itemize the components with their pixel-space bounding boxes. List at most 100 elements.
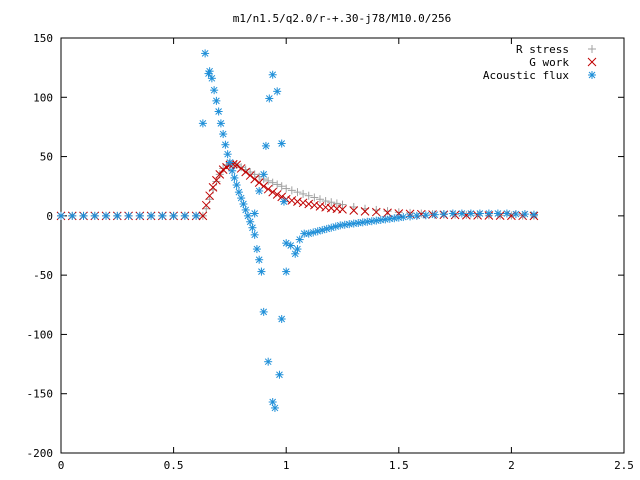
data-point	[273, 180, 282, 189]
y-tick-label: 50	[40, 151, 53, 164]
data-point	[287, 196, 297, 205]
data-point	[315, 202, 325, 211]
data-point	[205, 67, 214, 76]
chart-title: m1/n1.5/q2.0/r-+.30-j78/M10.0/256	[233, 12, 452, 25]
x-tick-label: 0	[58, 459, 65, 472]
x-tick-label: 2	[508, 459, 515, 472]
data-point	[264, 357, 273, 366]
legend-marker	[588, 71, 596, 79]
data-point	[232, 160, 242, 170]
series-acoustic-flux	[57, 49, 538, 412]
data-point	[225, 158, 234, 167]
data-point	[315, 195, 324, 204]
data-point	[255, 255, 264, 264]
data-point	[279, 197, 288, 206]
data-point	[180, 211, 189, 220]
data-point	[246, 217, 255, 226]
legend-label: R stress	[516, 43, 569, 56]
data-point	[338, 204, 347, 214]
legend-label: Acoustic flux	[483, 69, 569, 82]
data-point	[286, 241, 295, 250]
data-point	[295, 235, 304, 244]
data-point	[250, 209, 259, 218]
data-point	[102, 211, 111, 220]
y-tick-label: -50	[33, 269, 53, 282]
data-point	[207, 74, 216, 83]
data-point	[259, 307, 268, 316]
data-point	[421, 211, 430, 220]
y-tick-label: -150	[27, 388, 54, 401]
data-point	[338, 200, 347, 209]
data-point	[223, 150, 232, 159]
x-tick-label: 0.5	[164, 459, 184, 472]
axis-ticks: 0 0.5 1 1.5 2 2.5 -200 -150 -100 -50 0 50 100 150	[27, 32, 634, 472]
data-point	[272, 190, 282, 199]
data-point	[270, 403, 279, 412]
data-point	[228, 166, 237, 175]
data-point	[273, 87, 282, 96]
data-point	[277, 315, 286, 324]
data-point	[349, 202, 358, 211]
data-point	[232, 181, 241, 190]
data-point	[462, 210, 471, 220]
legend-marker	[588, 45, 596, 53]
data-point	[502, 209, 511, 218]
data-point	[349, 219, 358, 228]
data-point	[202, 204, 211, 213]
data-point	[208, 183, 218, 192]
data-point	[299, 189, 308, 198]
y-tick-label: 0	[46, 210, 53, 223]
data-point	[520, 210, 529, 219]
legend-marker	[587, 57, 597, 67]
data-point	[245, 171, 255, 180]
data-point	[493, 209, 502, 218]
data-point	[349, 206, 359, 215]
data-point	[466, 209, 475, 218]
data-point	[230, 173, 239, 182]
data-point	[277, 182, 286, 191]
plot-frame	[60, 37, 625, 454]
data-point	[254, 178, 264, 188]
data-point	[250, 174, 260, 184]
data-point	[457, 209, 466, 218]
data-point	[293, 188, 302, 197]
data-point	[529, 210, 538, 219]
data-point	[383, 207, 392, 216]
data-point	[234, 188, 243, 197]
data-point	[304, 191, 313, 200]
data-point	[212, 96, 221, 105]
data-point	[192, 211, 201, 220]
data-point	[265, 94, 274, 103]
data-point	[354, 218, 363, 227]
data-point	[304, 199, 314, 209]
data-point	[135, 211, 144, 220]
data-point	[282, 267, 291, 276]
data-point	[215, 170, 225, 179]
data-point	[259, 170, 268, 179]
y-tick-label: -200	[27, 447, 54, 460]
data-point	[241, 167, 251, 177]
data-point	[169, 211, 178, 220]
data-point	[214, 107, 223, 116]
data-point	[236, 164, 246, 173]
data-point	[264, 176, 273, 185]
data-point	[439, 210, 448, 219]
data-point	[241, 205, 250, 214]
series-r-stress	[57, 159, 538, 220]
data-point	[255, 186, 264, 195]
data-point	[201, 200, 211, 210]
data-point	[147, 211, 156, 220]
data-point	[336, 221, 345, 230]
data-point	[216, 119, 225, 128]
data-point	[246, 167, 255, 176]
data-point	[158, 211, 167, 220]
data-point	[360, 206, 370, 216]
x-tick-label: 1	[283, 459, 290, 472]
data-point	[371, 207, 381, 217]
data-point	[293, 245, 302, 254]
data-point	[484, 209, 493, 218]
data-point	[448, 209, 457, 218]
data-point	[310, 193, 319, 202]
y-tick-label: 150	[33, 32, 53, 45]
